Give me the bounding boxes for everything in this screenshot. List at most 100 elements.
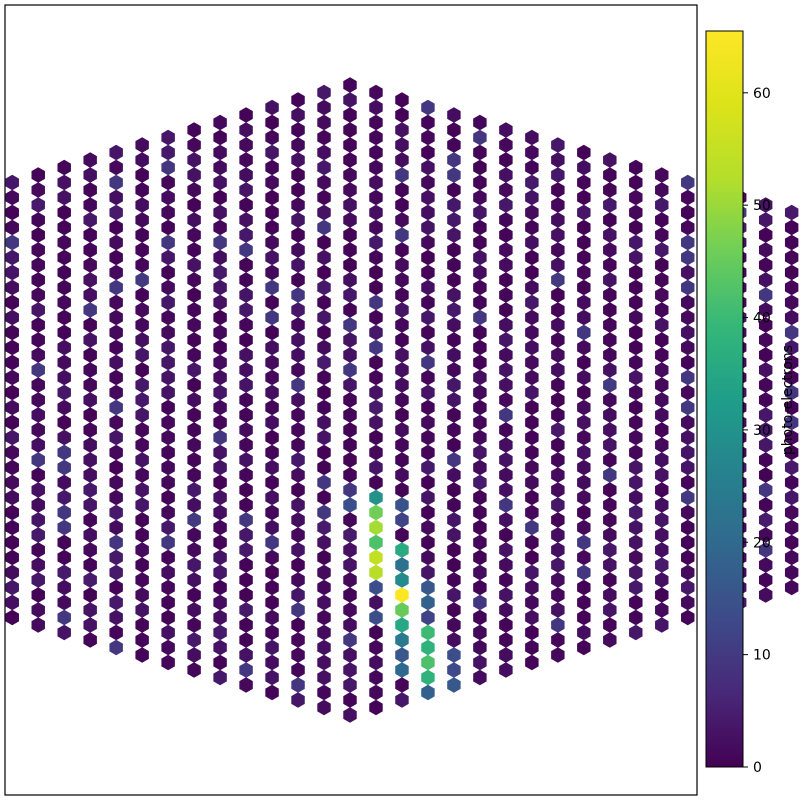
camera-pixel bbox=[421, 564, 435, 581]
camera-pixel bbox=[421, 609, 435, 626]
camera-pixel bbox=[187, 632, 201, 648]
camera-pixel bbox=[551, 182, 565, 198]
camera-pixel bbox=[83, 272, 97, 288]
camera-pixel bbox=[213, 429, 227, 446]
camera-pixel bbox=[369, 129, 383, 146]
camera-pixel bbox=[473, 429, 487, 446]
camera-pixel bbox=[343, 227, 357, 243]
camera-pixel bbox=[784, 504, 799, 521]
camera-pixel bbox=[655, 602, 669, 618]
camera-pixel bbox=[395, 392, 409, 408]
camera-pixel bbox=[421, 414, 435, 431]
camera-pixel bbox=[369, 399, 383, 416]
camera-pixel bbox=[551, 602, 565, 618]
camera-pixel bbox=[187, 407, 201, 423]
camera-pixel bbox=[57, 309, 71, 326]
camera-pixel bbox=[629, 249, 643, 266]
camera-pixel bbox=[525, 414, 539, 431]
camera-pixel bbox=[447, 167, 461, 183]
camera-pixel bbox=[317, 159, 331, 176]
camera-pixel bbox=[577, 459, 591, 476]
camera-pixel bbox=[213, 549, 227, 566]
camera-pixel bbox=[603, 482, 617, 498]
colorbar-tick-label: 30 bbox=[753, 423, 771, 439]
camera-pixel bbox=[187, 212, 201, 228]
camera-pixel bbox=[447, 647, 461, 663]
camera-pixel bbox=[291, 617, 305, 633]
camera-pixel bbox=[31, 392, 45, 408]
camera-pixel bbox=[603, 347, 617, 363]
camera-pixel bbox=[187, 392, 201, 408]
camera-pixel bbox=[603, 452, 617, 468]
camera-pixel bbox=[291, 692, 305, 708]
camera-pixel bbox=[265, 114, 279, 131]
colorbar-tick-label: 0 bbox=[753, 760, 762, 776]
camera-pixel bbox=[317, 204, 331, 221]
camera-pixel bbox=[31, 212, 45, 228]
camera-pixel bbox=[758, 572, 773, 588]
camera-pixel bbox=[57, 519, 71, 536]
camera-pixel bbox=[239, 242, 253, 258]
camera-pixel bbox=[577, 489, 591, 506]
camera-pixel bbox=[395, 377, 409, 393]
camera-pixel bbox=[629, 159, 643, 176]
camera-pixel bbox=[603, 197, 617, 213]
camera-pixel bbox=[395, 347, 409, 363]
camera-pixel bbox=[369, 669, 383, 686]
camera-pixel bbox=[135, 602, 149, 618]
camera-pixel bbox=[5, 279, 19, 296]
camera-pixel bbox=[317, 414, 331, 431]
camera-pixel bbox=[317, 234, 331, 251]
camera-pixel bbox=[57, 474, 71, 491]
camera-pixel bbox=[239, 557, 253, 573]
camera-pixel bbox=[499, 407, 513, 423]
camera-pixel bbox=[447, 662, 461, 678]
camera-pixel bbox=[317, 249, 331, 266]
camera-pixel bbox=[291, 602, 305, 618]
camera-pixel bbox=[499, 197, 513, 213]
camera-pixel bbox=[57, 324, 71, 341]
camera-pixel bbox=[161, 369, 175, 386]
camera-pixel bbox=[421, 114, 435, 131]
camera-pixel bbox=[57, 489, 71, 506]
camera-pixel bbox=[447, 677, 461, 693]
camera-pixel bbox=[161, 234, 175, 251]
camera-pixel bbox=[551, 527, 565, 543]
camera-pixel bbox=[473, 564, 487, 581]
camera-pixel bbox=[187, 467, 201, 483]
camera-pixel bbox=[447, 557, 461, 573]
camera-pixel bbox=[187, 497, 201, 513]
camera-pixel bbox=[187, 587, 201, 603]
camera-pixel bbox=[551, 332, 565, 348]
camera-pixel bbox=[655, 167, 669, 183]
camera-pixel bbox=[758, 422, 773, 438]
camera-pixel bbox=[83, 242, 97, 258]
camera-pixel bbox=[447, 407, 461, 423]
camera-pixel bbox=[109, 624, 123, 641]
camera-pixel bbox=[473, 639, 487, 656]
camera-pixel bbox=[161, 504, 175, 521]
camera-pixel bbox=[395, 527, 409, 543]
camera-pixel bbox=[213, 369, 227, 386]
camera-pixel bbox=[109, 399, 123, 416]
camera-pixel bbox=[629, 444, 643, 461]
camera-pixel bbox=[187, 272, 201, 288]
camera-pixel bbox=[473, 624, 487, 641]
camera-pixel bbox=[291, 587, 305, 603]
camera-pixel bbox=[57, 279, 71, 296]
camera-pixel bbox=[629, 324, 643, 341]
camera-pixel bbox=[31, 527, 45, 543]
camera-pixel bbox=[681, 474, 695, 491]
camera-pixel bbox=[213, 339, 227, 356]
camera-pixel bbox=[265, 354, 279, 371]
camera-pixel bbox=[239, 392, 253, 408]
camera-pixel bbox=[239, 287, 253, 303]
camera-pixel bbox=[265, 534, 279, 551]
camera-pixel bbox=[83, 572, 97, 588]
camera-pixel bbox=[57, 444, 71, 461]
camera-pixel bbox=[265, 174, 279, 191]
camera-pixel bbox=[239, 572, 253, 588]
camera-pixel bbox=[239, 497, 253, 513]
camera-pixel bbox=[551, 572, 565, 588]
camera-pixel bbox=[784, 459, 799, 476]
